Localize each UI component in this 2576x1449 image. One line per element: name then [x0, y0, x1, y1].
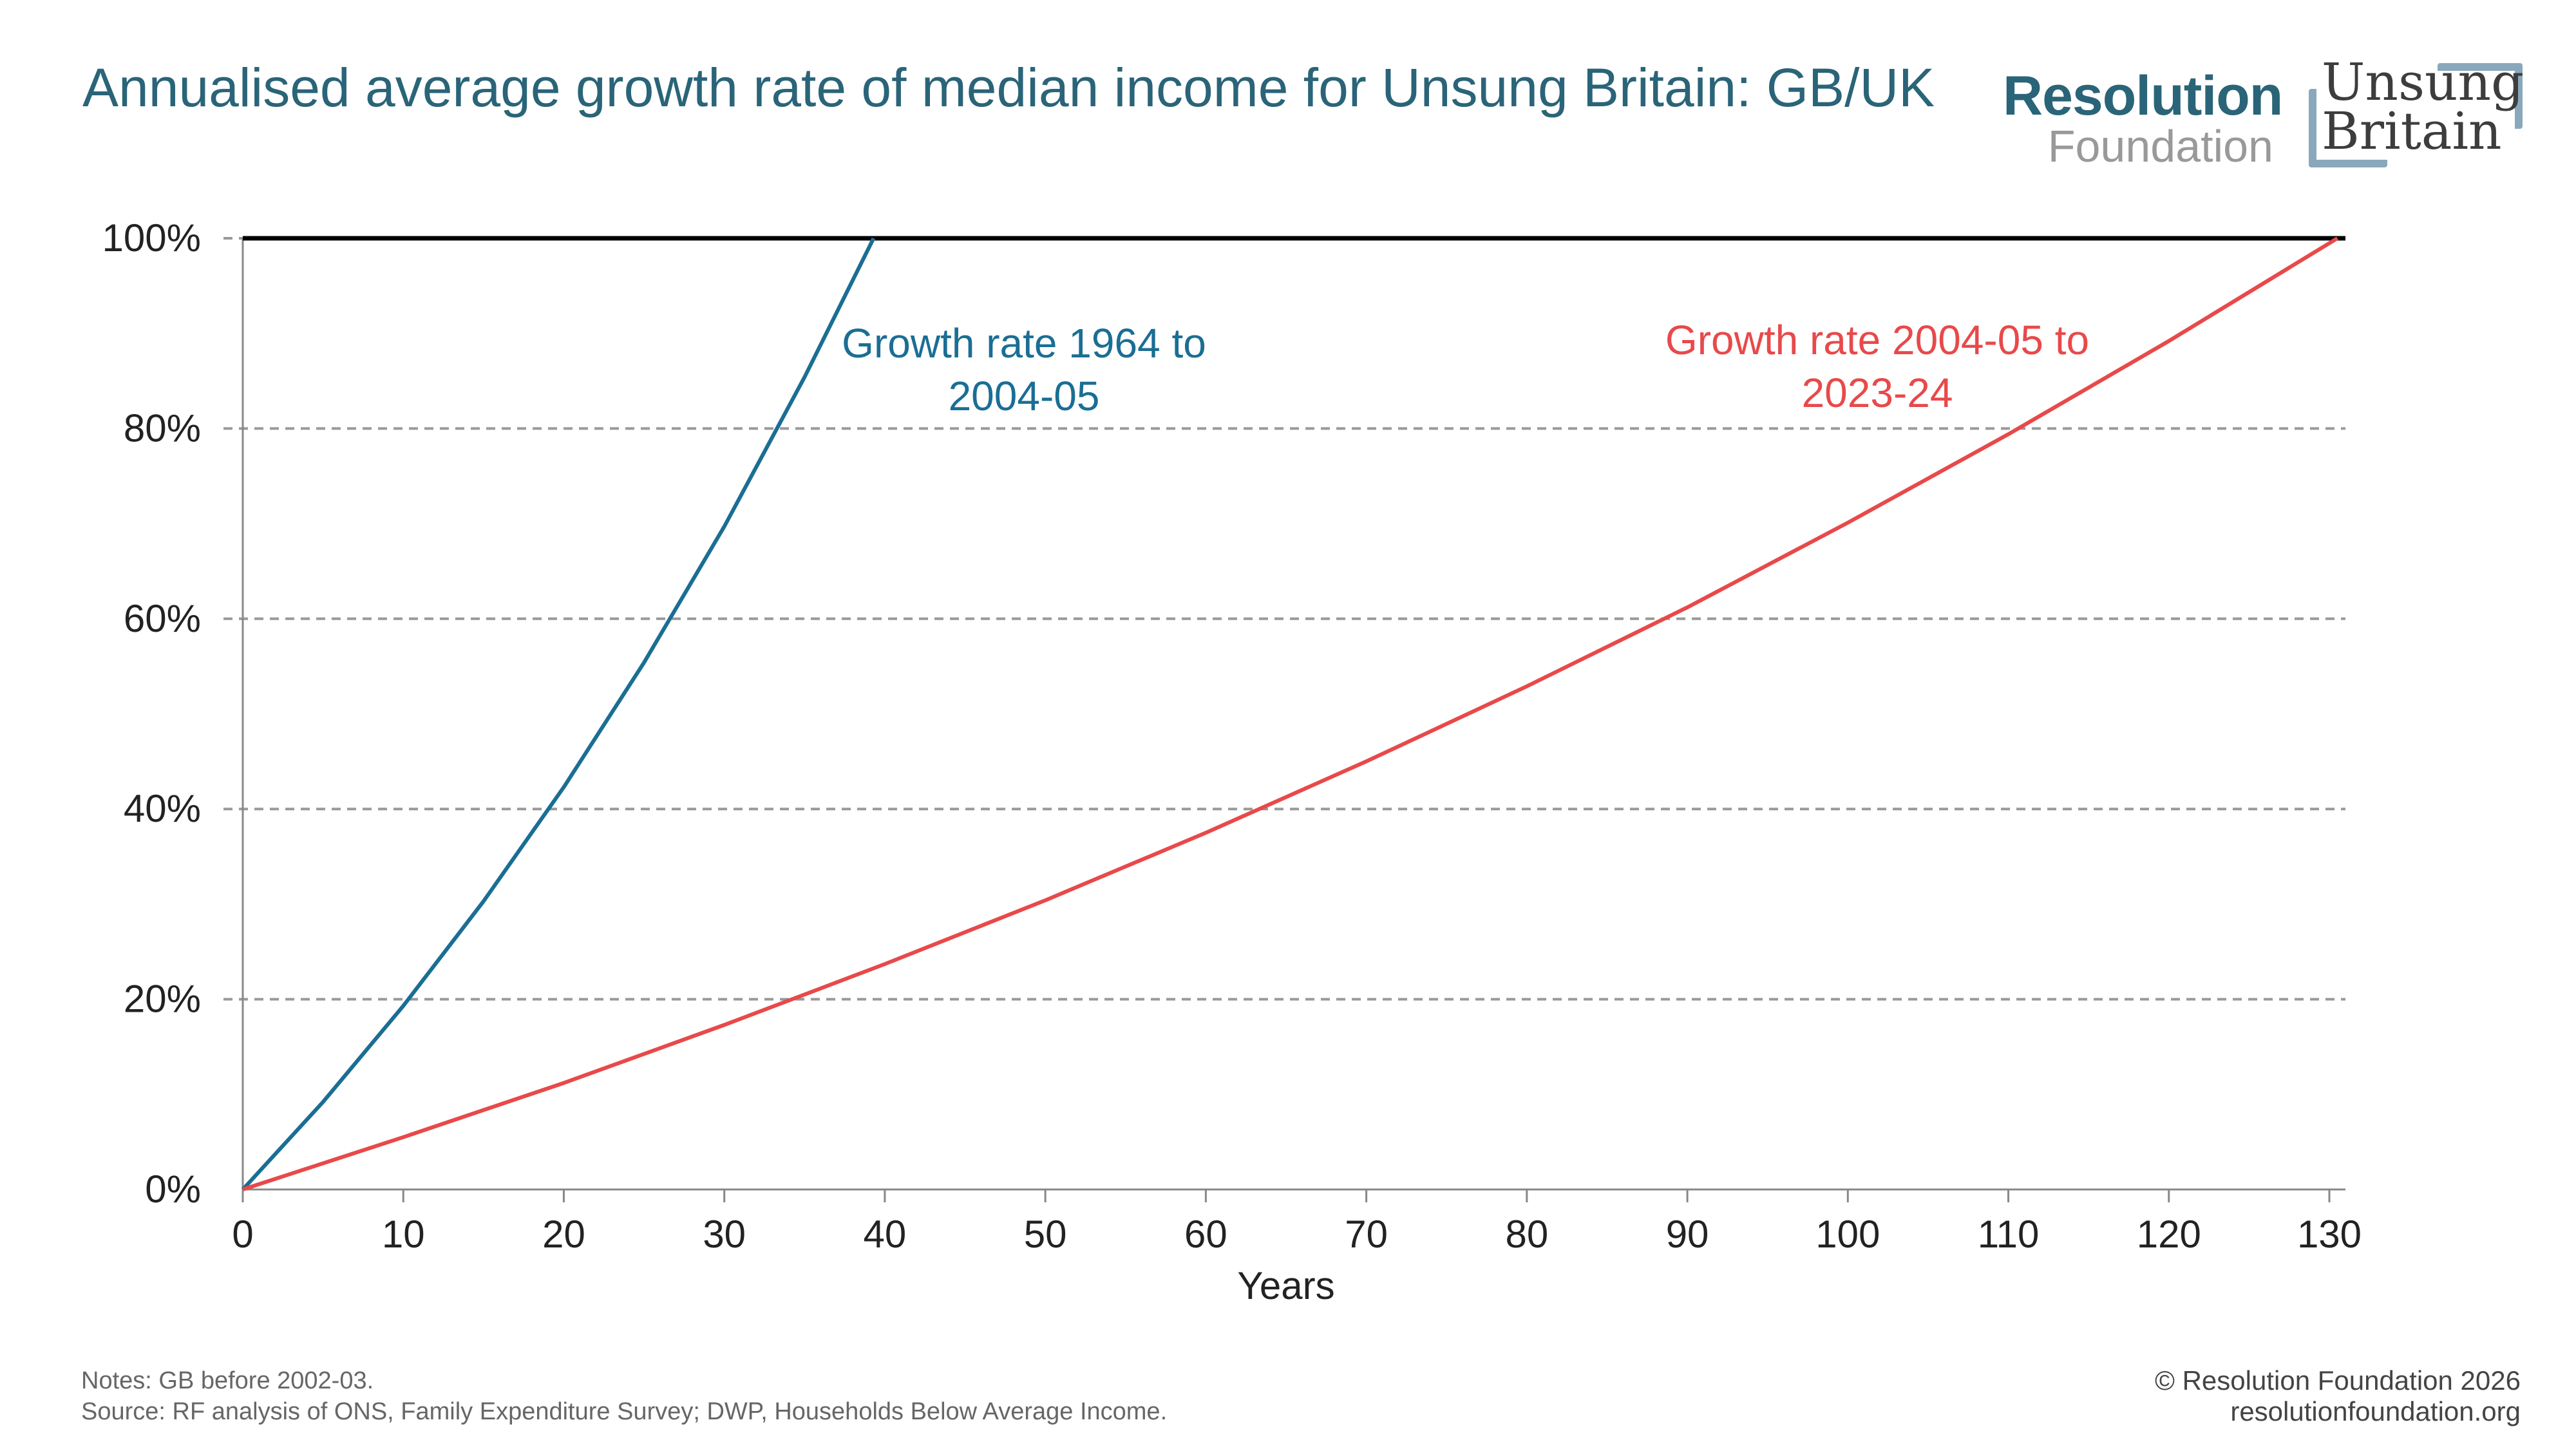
x-tick-label: 130 — [2297, 1213, 2362, 1256]
series-label: Growth rate 1964 to — [842, 320, 1206, 366]
x-tick-label: 0 — [232, 1213, 253, 1256]
x-tick-label: 110 — [1978, 1213, 2040, 1256]
logo-bracket — [2309, 89, 2387, 167]
y-tick-label: 100% — [102, 216, 201, 260]
x-tick-label: 90 — [1666, 1213, 1709, 1256]
x-tick-label: 50 — [1024, 1213, 1067, 1256]
logo-text: Resolution — [2003, 65, 2283, 127]
y-tick-label: 40% — [124, 787, 201, 830]
series-line-2 — [242, 236, 2339, 1191]
notes: Notes: GB before 2002-03. — [81, 1367, 374, 1394]
x-axis-label: Years — [1237, 1264, 1334, 1307]
y-tick-label: 80% — [124, 406, 201, 450]
series-line-1 — [241, 237, 876, 1191]
x-tick-label: 30 — [703, 1213, 746, 1256]
x-tick-label: 10 — [382, 1213, 425, 1256]
website-link[interactable]: resolutionfoundation.org — [2230, 1396, 2521, 1426]
x-tick-label: 100 — [1815, 1213, 1880, 1256]
logo-bracket — [2438, 63, 2523, 129]
x-tick-label: 120 — [2137, 1213, 2201, 1256]
series-label: 2004-05 — [949, 373, 1100, 419]
footer-notes: Notes: GB before 2002-03. Source: RF ana… — [81, 1365, 1167, 1427]
x-tick-label: 80 — [1505, 1213, 1548, 1256]
x-tick-label: 20 — [542, 1213, 585, 1256]
logo-text: Unsung Britain — [2322, 52, 2524, 161]
footer-credits: © Resolution Foundation 2026 resolutionf… — [2155, 1365, 2521, 1427]
copyright: © Resolution Foundation 2026 — [2154, 1365, 2521, 1396]
chart-title: Annualised average growth rate of median… — [82, 57, 1935, 118]
series-label: Growth rate 2004-05 to — [1665, 317, 2089, 363]
y-tick-label: 60% — [124, 597, 201, 640]
source: Source: RF analysis of ONS, Family Expen… — [81, 1398, 1168, 1425]
x-tick-label: 70 — [1345, 1213, 1388, 1256]
x-tick-label: 40 — [864, 1213, 907, 1256]
y-tick-label: 20% — [124, 978, 201, 1021]
series-label: 2023-24 — [1802, 370, 1953, 416]
unsung-britain-logo: Unsung Britain — [2309, 52, 2528, 167]
logo-text: Foundation — [2047, 121, 2273, 171]
resolution-foundation-logo: Resolution Foundation — [2003, 64, 2283, 172]
x-tick-label: 60 — [1184, 1213, 1227, 1256]
y-tick-label: 0% — [145, 1168, 201, 1211]
